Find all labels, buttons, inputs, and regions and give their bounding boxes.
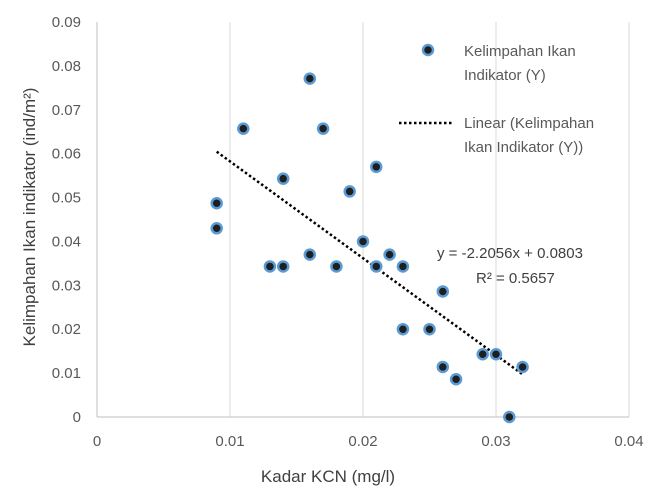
y-tick-label: 0.03 <box>52 277 81 294</box>
data-point <box>449 373 463 386</box>
data-point <box>489 347 503 361</box>
legend-trend-line1: Linear (Kelimpahan <box>464 115 594 132</box>
y-tick-label: 0.05 <box>52 190 81 207</box>
x-tick-label: 0 <box>93 433 101 450</box>
y-tick-label: 0.07 <box>52 102 81 119</box>
trendline-equation: y = -2.2056x + 0.0803 <box>437 245 583 262</box>
y-tick-label: 0.08 <box>52 58 81 75</box>
legend-scatter-line1: Kelimpahan Ikan <box>464 43 576 60</box>
data-points <box>210 72 529 424</box>
x-tick-label: 0.04 <box>614 433 643 450</box>
x-tick-label: 0.01 <box>215 433 244 450</box>
data-point <box>343 185 356 198</box>
data-point <box>370 260 383 273</box>
data-point <box>436 360 450 374</box>
y-tick-label: 0.09 <box>52 14 81 31</box>
data-point <box>436 285 450 298</box>
data-point <box>423 322 436 336</box>
legend-trend-line2: Ikan Indikator (Y)) <box>464 139 583 156</box>
data-point <box>383 248 396 261</box>
data-point <box>303 72 317 85</box>
data-point <box>503 410 516 424</box>
data-point <box>356 235 370 248</box>
y-tick-label: 0.01 <box>52 365 81 382</box>
data-point <box>316 122 330 135</box>
y-tick-label: 0.02 <box>52 321 81 338</box>
trendline-group <box>215 150 524 376</box>
x-tick-label: 0.03 <box>481 433 510 450</box>
data-point <box>276 172 290 185</box>
data-point <box>330 260 343 273</box>
data-point <box>396 322 410 336</box>
y-axis-title: Kelimpahan Ikan indikator (ind/m²) <box>20 88 39 347</box>
trendline-r-squared: R² = 0.5657 <box>476 270 555 287</box>
x-axis-title: Kadar KCN (mg/l) <box>261 467 395 486</box>
data-point <box>370 160 383 174</box>
trendline <box>215 150 524 376</box>
legend-scatter-line2: Indikator (Y) <box>464 67 546 84</box>
legend-marker-scatter <box>421 43 435 57</box>
y-tick-label: 0.04 <box>52 233 81 250</box>
data-point <box>396 260 410 273</box>
data-point <box>210 197 223 210</box>
x-tick-label: 0.02 <box>348 433 377 450</box>
data-point <box>237 122 250 135</box>
y-tick-label: 0.06 <box>52 146 81 163</box>
data-point <box>263 260 277 273</box>
data-point <box>276 260 290 273</box>
data-point <box>516 360 529 374</box>
data-point <box>476 347 489 361</box>
y-tick-label: 0 <box>73 409 81 426</box>
x-tick-labels: 0 0.01 0.02 0.03 0.04 <box>93 433 644 450</box>
legend: Kelimpahan Ikan Indikator (Y) Linear (Ke… <box>399 43 594 156</box>
data-point <box>303 248 317 261</box>
y-tick-labels: 0 0.01 0.02 0.03 0.04 0.05 0.06 0.07 0.08 0.09 <box>52 14 81 426</box>
data-point <box>210 222 223 235</box>
